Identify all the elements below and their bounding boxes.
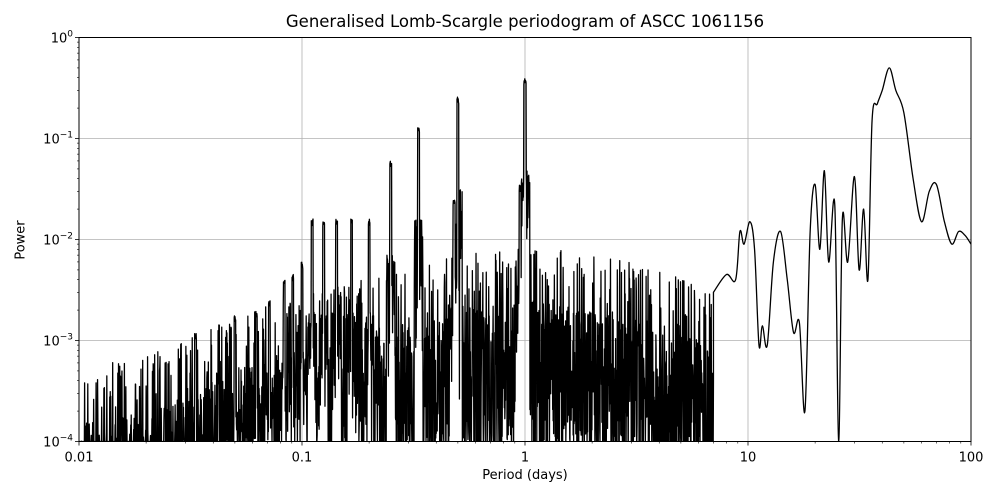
x-axis-label: Period (days) <box>482 468 568 483</box>
chart-title: Generalised Lomb-Scargle periodogram of … <box>285 12 765 31</box>
periodogram-series <box>79 67 971 442</box>
periodogram-line <box>79 67 971 442</box>
y-axis-ticks: 100 10−1 10−2 10−3 10−4 <box>43 30 79 451</box>
y-tick-label: 10−2 <box>43 232 73 249</box>
x-tick-label: 0.01 <box>65 451 94 466</box>
x-tick-label: 0.1 <box>292 451 313 466</box>
y-tick-label: 10−1 <box>43 131 73 148</box>
grid-lines <box>79 37 971 442</box>
x-axis-ticks: 0.01 0.1 1 10 100 <box>65 441 984 466</box>
x-tick-label: 10 <box>740 451 757 466</box>
x-tick-label: 1 <box>521 451 529 466</box>
y-tick-label: 100 <box>51 30 74 47</box>
y-tick-label: 10−3 <box>43 333 73 350</box>
x-tick-label: 100 <box>959 451 984 466</box>
y-tick-label: 10−4 <box>43 434 73 451</box>
